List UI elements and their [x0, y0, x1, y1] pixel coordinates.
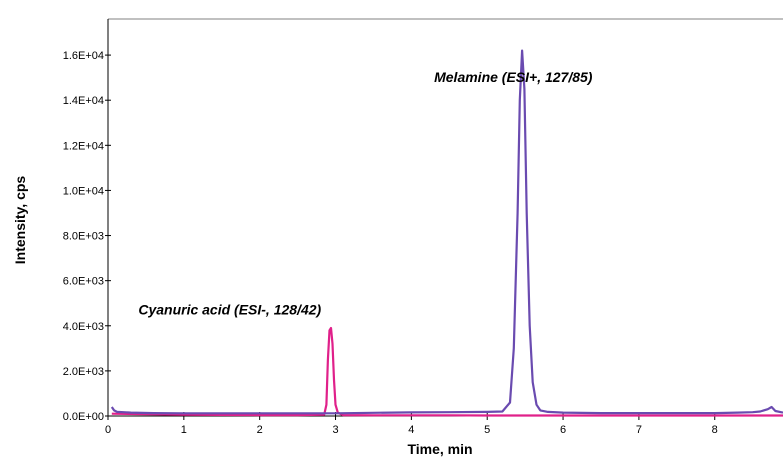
peak-annotation: Cyanuric acid (ESI-, 128/42) [138, 301, 321, 317]
x-tick-label: 4 [408, 424, 414, 436]
y-tick-label: 8.0E+03 [63, 231, 104, 243]
x-tick-label: 2 [257, 424, 263, 436]
y-tick-label: 4.0E+03 [63, 321, 104, 333]
annotation-group: Melamine (ESI+, 127/85) Cyanuric acid (ES… [138, 69, 592, 317]
series-group [110, 49, 783, 417]
peak-annotation: Melamine (ESI+, 127/85) [434, 69, 593, 85]
y-tick-label: 1.4E+04 [63, 95, 104, 107]
y-tick-label: 1.6E+04 [63, 50, 104, 62]
x-tick-label: 6 [560, 424, 566, 436]
y-tick-label: 6.0E+03 [63, 276, 104, 288]
series-line-1 [111, 326, 783, 417]
y-tick-label: 1.2E+04 [63, 140, 104, 152]
y-tick-label: 2.0E+03 [63, 366, 104, 378]
x-axis-title: Time, min [407, 441, 472, 457]
series-line-2 [110, 49, 783, 415]
y-axis-ticks: 0.0E+00 2.0E+03 4.0E+03 6.0E+03 8.0E+03 1.0E+… [63, 50, 111, 423]
y-axis-title: Intensity, cps [12, 176, 28, 265]
x-tick-label: 0 [105, 424, 111, 436]
x-tick-label: 3 [332, 424, 338, 436]
x-tick-label: 8 [712, 424, 718, 436]
y-tick-label: 1.0E+04 [63, 185, 104, 197]
x-tick-label: 5 [484, 424, 490, 436]
x-tick-label: 1 [181, 424, 187, 436]
y-tick-label: 0.0E+00 [63, 411, 104, 423]
x-tick-label: 7 [636, 424, 642, 436]
